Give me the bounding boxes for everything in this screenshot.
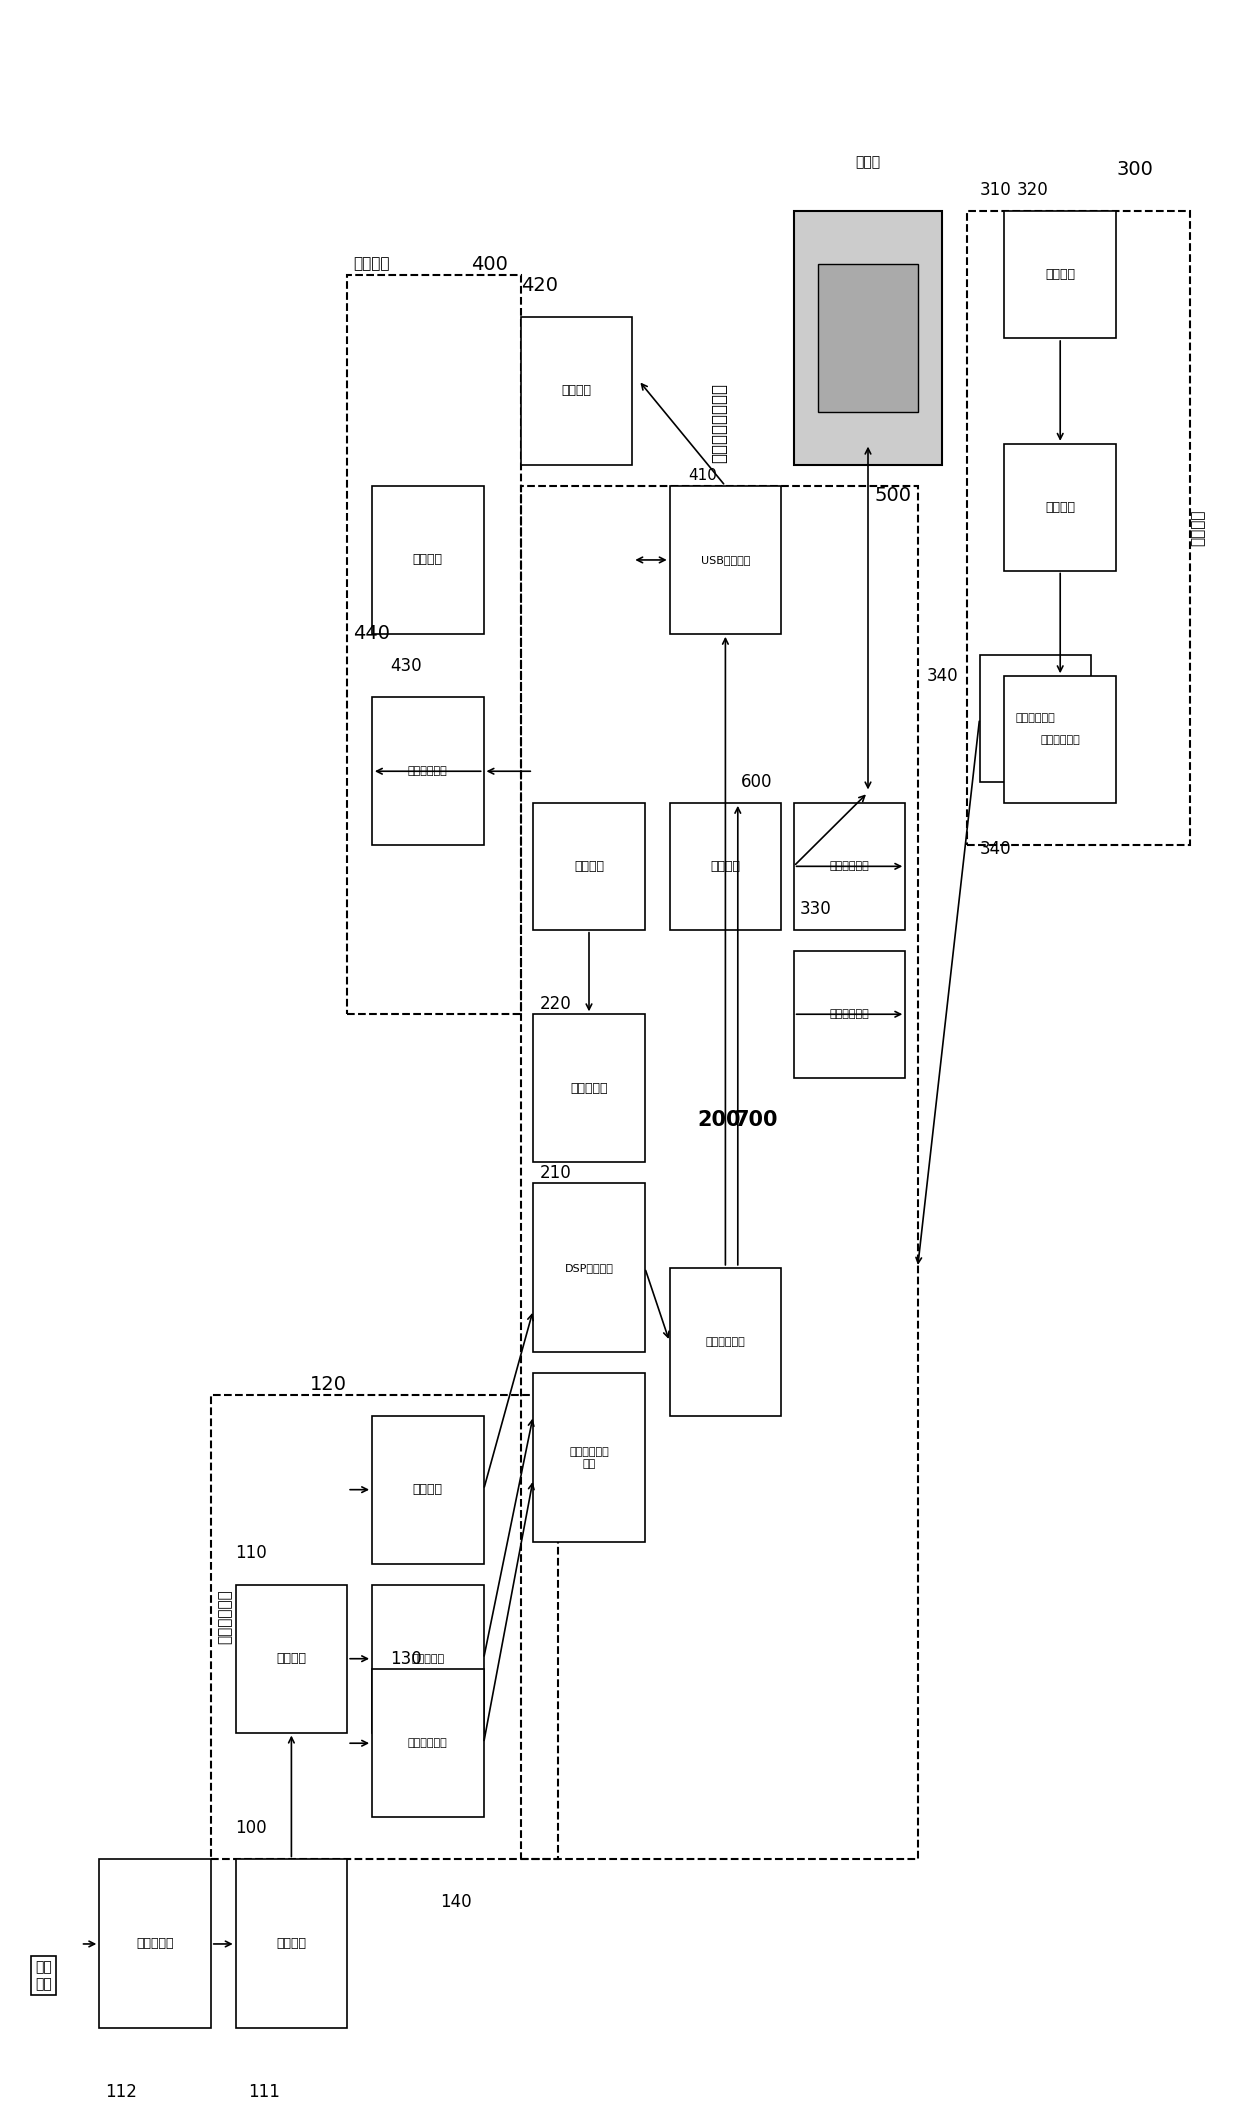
Text: 显示模块: 显示模块 [574,860,604,873]
Text: 400: 400 [471,256,508,273]
Text: 外部存储器: 外部存储器 [570,1082,608,1095]
Text: 滤波电路: 滤波电路 [277,1652,306,1665]
Text: 保护电路: 保护电路 [413,554,443,566]
FancyBboxPatch shape [521,317,632,465]
Text: 340: 340 [926,668,959,685]
Text: 700: 700 [734,1109,779,1130]
Text: 300: 300 [1116,161,1153,177]
Text: 220: 220 [539,995,572,1012]
Text: 用户端: 用户端 [856,154,880,169]
Text: 140: 140 [440,1893,472,1910]
Text: 隔离单元: 隔离单元 [277,1938,306,1950]
Text: 输入输出接口: 输入输出接口 [1016,714,1055,723]
FancyBboxPatch shape [372,486,484,634]
FancyBboxPatch shape [1004,444,1116,571]
Text: 111: 111 [248,2083,280,2100]
FancyBboxPatch shape [818,264,918,412]
Text: 信号处理模块: 信号处理模块 [217,1589,232,1644]
Text: 并行管理单元模块: 并行管理单元模块 [711,382,728,463]
Text: 过零触发电路: 过零触发电路 [408,1739,448,1747]
FancyBboxPatch shape [794,951,905,1078]
Text: 基准源电路: 基准源电路 [412,1654,444,1663]
Text: 输出模块: 输出模块 [353,256,391,273]
Text: DSP主控单元: DSP主控单元 [564,1264,614,1272]
Text: 230: 230 [539,1333,572,1350]
FancyBboxPatch shape [670,1268,781,1416]
Text: USB接控芯片: USB接控芯片 [701,556,750,564]
FancyBboxPatch shape [372,697,484,845]
Text: 输入输出接口: 输入输出接口 [706,1338,745,1346]
Text: 200: 200 [697,1109,742,1130]
FancyBboxPatch shape [533,803,645,930]
FancyBboxPatch shape [1004,211,1116,338]
Text: 时钟模块: 时钟模块 [1190,509,1205,547]
Text: 限流电阻模块: 限流电阻模块 [830,1010,869,1018]
Text: 500: 500 [874,486,911,505]
Text: 112: 112 [105,2083,138,2100]
Text: 外部接口转换
电路: 外部接口转换 电路 [569,1447,609,1469]
Text: 410: 410 [688,467,717,484]
FancyBboxPatch shape [533,1183,645,1352]
Text: 100: 100 [236,1819,268,1836]
FancyBboxPatch shape [980,655,1091,782]
Text: 远程控制单元: 远程控制单元 [830,862,869,871]
Text: 电流互感器: 电流互感器 [136,1938,174,1950]
FancyBboxPatch shape [794,803,905,930]
Text: 电能电路存储: 电能电路存储 [1040,735,1080,744]
FancyBboxPatch shape [99,1859,211,2028]
FancyBboxPatch shape [670,486,781,634]
FancyBboxPatch shape [533,1373,645,1542]
Text: 调制电路: 调制电路 [413,1483,443,1496]
FancyBboxPatch shape [236,1585,347,1733]
Text: 440: 440 [353,625,391,642]
Text: 430: 430 [391,657,423,674]
Text: 320: 320 [1017,182,1049,199]
FancyBboxPatch shape [794,211,942,465]
Text: 210: 210 [539,1164,572,1181]
Text: 330: 330 [800,900,832,917]
Text: 420: 420 [521,277,558,294]
FancyBboxPatch shape [372,1416,484,1564]
Text: 130: 130 [391,1650,423,1667]
Text: 键盘模块: 键盘模块 [711,860,740,873]
Text: 输入输出接口: 输入输出接口 [408,767,448,775]
Text: 310: 310 [980,182,1012,199]
Text: 600: 600 [740,773,773,790]
FancyBboxPatch shape [236,1859,347,2028]
FancyBboxPatch shape [372,1669,484,1817]
Text: 晶振电路: 晶振电路 [562,385,591,397]
Text: 110: 110 [236,1545,268,1562]
Text: 120: 120 [310,1376,347,1392]
FancyBboxPatch shape [533,1014,645,1162]
Text: 晶振电路: 晶振电路 [1045,268,1075,281]
FancyBboxPatch shape [670,803,781,930]
FancyBboxPatch shape [372,1585,484,1733]
Text: 340: 340 [980,841,1012,858]
Text: 电流
信号: 电流 信号 [35,1961,52,1990]
Text: 时钟芯片: 时钟芯片 [1045,501,1075,513]
FancyBboxPatch shape [1004,676,1116,803]
